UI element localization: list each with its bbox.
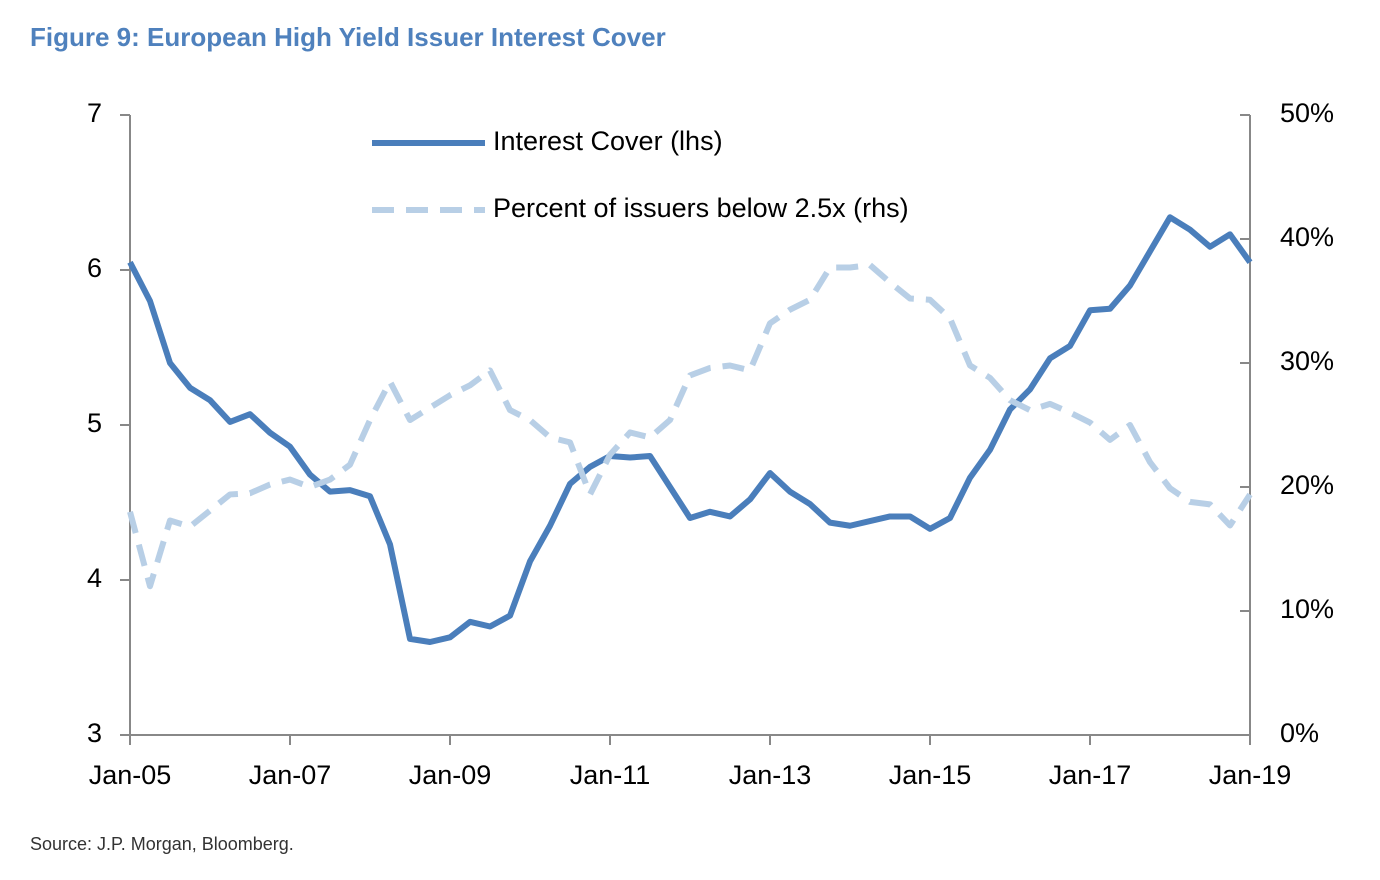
x-tick-label: Jan-19 — [1209, 760, 1292, 790]
y-tick-label: 4 — [87, 563, 102, 593]
y-tick-label: 3 — [87, 718, 102, 748]
x-tick-label: Jan-09 — [409, 760, 492, 790]
x-tick-label: Jan-17 — [1049, 760, 1132, 790]
y2-tick-label: 10% — [1280, 594, 1334, 624]
source-note: Source: J.P. Morgan, Bloomberg. — [30, 834, 294, 854]
y2-tick-label: 40% — [1280, 222, 1334, 252]
y2-tick-label: 20% — [1280, 470, 1334, 500]
legend-label: Percent of issuers below 2.5x (rhs) — [493, 193, 909, 223]
y2-tick-label: 30% — [1280, 346, 1334, 376]
y-tick-label: 5 — [87, 408, 102, 438]
x-tick-label: Jan-11 — [570, 760, 651, 790]
y-tick-label: 6 — [87, 253, 102, 283]
x-tick-label: Jan-05 — [89, 760, 172, 790]
y2-tick-label: 50% — [1280, 98, 1334, 128]
series-line — [127, 262, 1253, 590]
series-line — [127, 214, 1253, 645]
x-tick-label: Jan-15 — [889, 760, 972, 790]
chart-title: Figure 9: European High Yield Issuer Int… — [30, 22, 666, 52]
x-tick-label: Jan-07 — [249, 760, 332, 790]
legend-label: Interest Cover (lhs) — [493, 126, 723, 156]
y-tick-label: 7 — [87, 98, 102, 128]
x-tick-label: Jan-13 — [729, 760, 812, 790]
y2-tick-label: 0% — [1280, 718, 1319, 748]
